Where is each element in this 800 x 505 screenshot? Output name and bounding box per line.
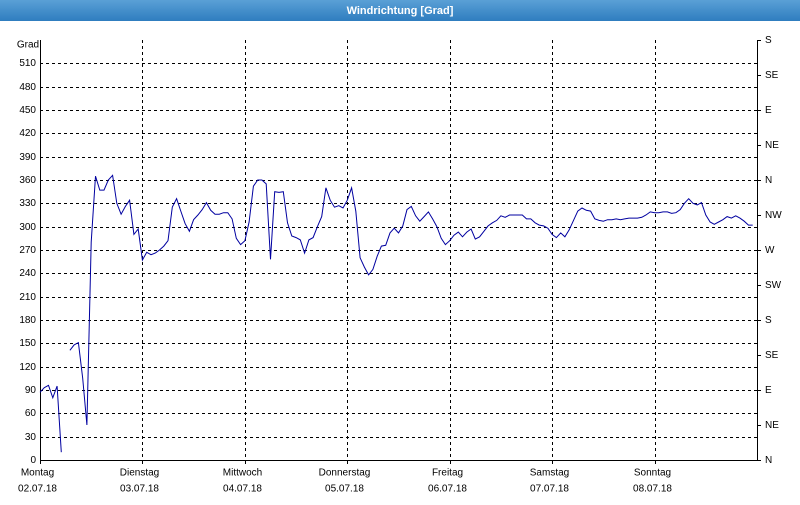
x-tick-label: 05.07.18 — [325, 484, 364, 495]
y-tick-label: 180 — [19, 315, 36, 326]
y2-tick-label: S — [765, 315, 772, 326]
x-tick-label: Samstag — [530, 468, 569, 479]
y-tick-label: 420 — [19, 128, 36, 139]
x-tick-label: 06.07.18 — [428, 484, 467, 495]
y-tick-label: 510 — [19, 58, 36, 69]
x-tick-label: 04.07.18 — [223, 484, 262, 495]
title-bar — [0, 0, 800, 21]
y-tick-label: 60 — [25, 408, 37, 419]
y2-tick-label: NE — [765, 420, 779, 431]
y-tick-label: 300 — [19, 222, 36, 233]
x-tick-label: Montag — [21, 468, 54, 479]
y2-tick-label: SE — [765, 70, 779, 81]
y-tick-label: 390 — [19, 152, 36, 163]
y2-tick-label: SW — [765, 280, 782, 291]
x-tick-label: Mittwoch — [223, 468, 262, 479]
y2-tick-label: E — [765, 385, 772, 396]
x-tick-label: 03.07.18 — [120, 484, 159, 495]
y2-tick-label: NW — [765, 210, 782, 221]
data-line — [39, 174, 753, 453]
y2-tick-label: SE — [765, 350, 779, 361]
y2-tick-label: NE — [765, 140, 779, 151]
y2-tick-label: N — [765, 175, 772, 186]
x-tick-label: Donnerstag — [319, 468, 371, 479]
y-tick-label: 270 — [19, 245, 36, 256]
y2-tick-label: W — [765, 245, 775, 256]
y-tick-label: 480 — [19, 82, 36, 93]
y-tick-label: 90 — [25, 385, 37, 396]
y-tick-label: 150 — [19, 338, 36, 349]
y-tick-label: 330 — [19, 198, 36, 209]
y-tick-label: 210 — [19, 292, 36, 303]
y2-tick-label: N — [765, 455, 772, 466]
y-tick-label: 120 — [19, 362, 36, 373]
y2-tick-label: E — [765, 105, 772, 116]
x-tick-label: 07.07.18 — [530, 484, 569, 495]
y-tick-label: 240 — [19, 268, 36, 279]
y-tick-label: 450 — [19, 105, 36, 116]
y-tick-label: 360 — [19, 175, 36, 186]
y-tick-label: 30 — [25, 432, 37, 443]
y-tick-label: 0 — [30, 455, 36, 466]
x-tick-label: Freitag — [432, 468, 463, 479]
chart-title: Windrichtung [Grad] — [347, 5, 454, 17]
x-tick-label: 08.07.18 — [633, 484, 672, 495]
y2-tick-label: S — [765, 35, 772, 46]
x-tick-label: 02.07.18 — [18, 484, 57, 495]
y-axis-label: Grad — [17, 40, 39, 51]
x-tick-label: Dienstag — [120, 468, 159, 479]
x-tick-label: Sonntag — [634, 468, 671, 479]
